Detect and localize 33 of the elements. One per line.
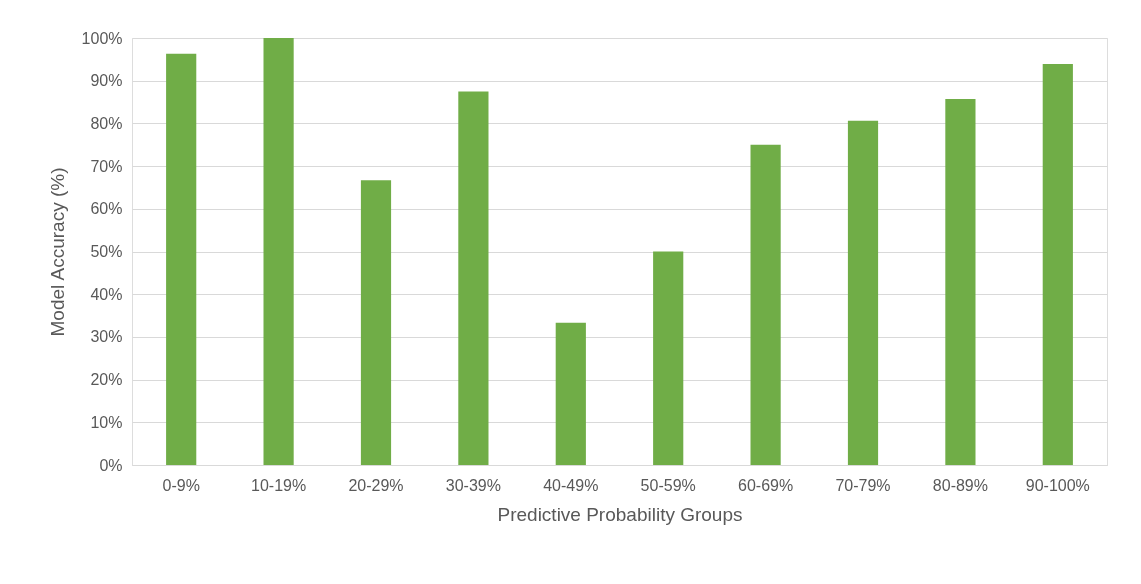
bar <box>360 180 392 465</box>
x-tick-label: 80-89% <box>932 476 988 494</box>
x-tick-label: 90-100% <box>1025 476 1090 494</box>
y-tick-label: 70% <box>90 157 123 175</box>
bar <box>847 120 879 465</box>
bar <box>555 322 586 465</box>
y-tick-label: 0% <box>99 456 123 474</box>
y-tick-label: 60% <box>90 200 123 218</box>
x-tick-label: 40-49% <box>543 476 599 494</box>
y-tick-label: 90% <box>90 72 123 90</box>
x-tick-label: 10-19% <box>251 476 307 494</box>
y-tick-label: 20% <box>90 371 123 389</box>
bar <box>166 53 197 465</box>
bar <box>653 251 684 465</box>
y-axis-title: Model Accuracy (%) <box>46 167 68 337</box>
x-tick-label: 70-79% <box>835 476 891 494</box>
y-tick-label: 50% <box>90 243 123 260</box>
y-tick-label: 100% <box>81 29 123 47</box>
y-tick-label: 40% <box>90 285 123 303</box>
x-tick-label: 20-29% <box>348 476 404 494</box>
x-tick-label: 50-59% <box>640 476 696 494</box>
y-tick-label: 10% <box>90 413 123 431</box>
y-tick-label: 30% <box>90 328 123 346</box>
y-tick-label: 80% <box>90 114 123 132</box>
bar <box>1042 64 1073 465</box>
x-tick-label: 30-39% <box>445 476 501 494</box>
bar <box>750 144 781 465</box>
x-tick-label: 60-69% <box>738 476 794 494</box>
bar <box>458 91 489 465</box>
x-tick-label: 0-9% <box>162 476 200 494</box>
bar <box>263 38 294 465</box>
x-axis-title: Predictive Probability Groups <box>497 503 743 525</box>
bar <box>945 99 976 465</box>
